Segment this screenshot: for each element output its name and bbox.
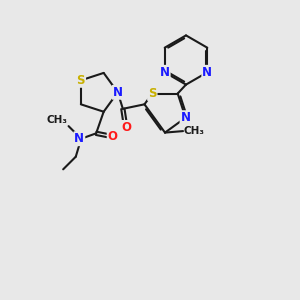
Text: O: O	[108, 130, 118, 143]
Text: CH₃: CH₃	[184, 126, 205, 136]
Text: S: S	[148, 87, 157, 100]
Text: O: O	[122, 121, 131, 134]
Text: S: S	[76, 74, 85, 87]
Text: CH₃: CH₃	[46, 115, 68, 125]
Text: N: N	[113, 86, 123, 99]
Text: N: N	[160, 66, 170, 79]
Text: N: N	[181, 111, 190, 124]
Text: N: N	[74, 132, 84, 145]
Text: N: N	[202, 66, 212, 79]
